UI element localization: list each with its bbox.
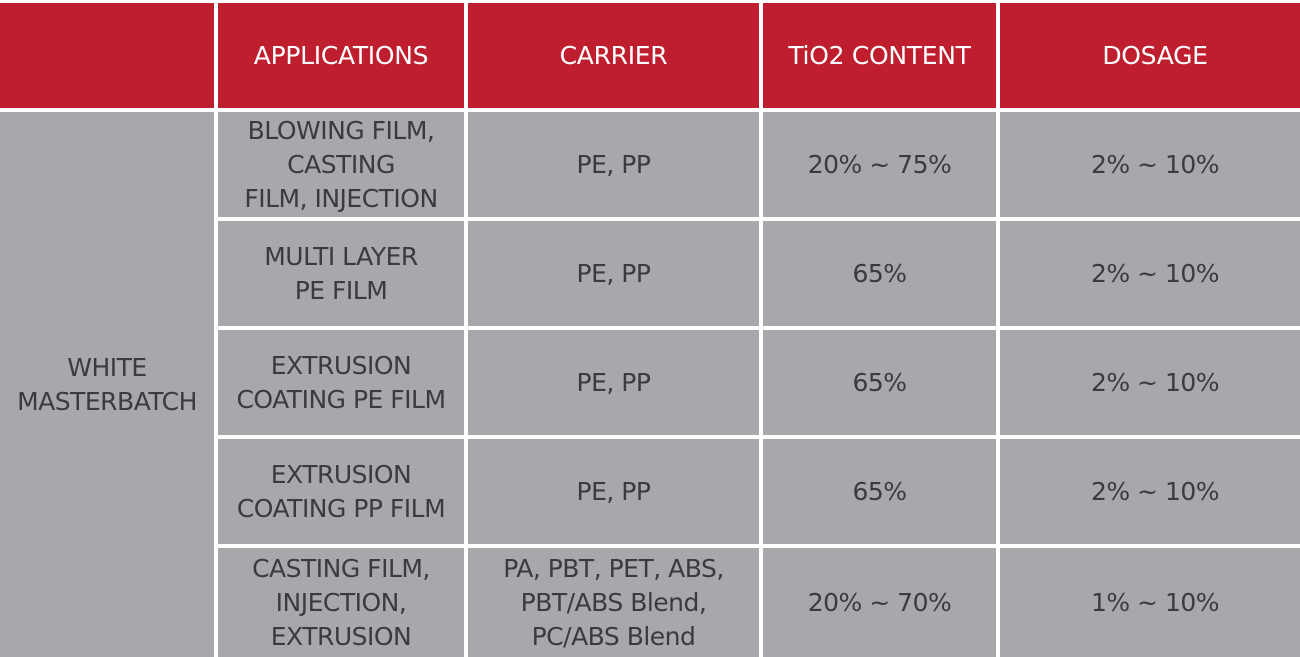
table-row-3-tio2: 65% xyxy=(763,330,996,435)
table-row-4-tio2: 65% xyxy=(763,439,996,544)
table-row-1-tio2: 20% ~ 75% xyxy=(763,112,996,217)
header-tio2-content: TiO2 CONTENT xyxy=(763,3,996,108)
header-dosage: DOSAGE xyxy=(1000,3,1300,108)
table-row-2-carrier: PE, PP xyxy=(468,221,759,326)
header-applications: APPLICATIONS xyxy=(218,3,464,108)
row-label-white-masterbatch: WHITE MASTERBATCH xyxy=(0,112,214,657)
header-corner-cell xyxy=(0,3,214,108)
table-row-1-application: BLOWING FILM, CASTING FILM, INJECTION xyxy=(218,112,464,217)
table-row-4-application: EXTRUSION COATING PP FILM xyxy=(218,439,464,544)
table-row-1-carrier: PE, PP xyxy=(468,112,759,217)
table-row-5-carrier: PA, PBT, PET, ABS, PBT/ABS Blend, PC/ABS… xyxy=(468,548,759,657)
table-row-5-dosage: 1% ~ 10% xyxy=(1000,548,1300,657)
table-row-4-dosage: 2% ~ 10% xyxy=(1000,439,1300,544)
table-row-3-carrier: PE, PP xyxy=(468,330,759,435)
table-row-1-dosage: 2% ~ 10% xyxy=(1000,112,1300,217)
table-row-5-tio2: 20% ~ 70% xyxy=(763,548,996,657)
table-row-3-application: EXTRUSION COATING PE FILM xyxy=(218,330,464,435)
table-row-5-application: CASTING FILM, INJECTION, EXTRUSION xyxy=(218,548,464,657)
table-row-2-dosage: 2% ~ 10% xyxy=(1000,221,1300,326)
table-row-2-tio2: 65% xyxy=(763,221,996,326)
header-carrier: CARRIER xyxy=(468,3,759,108)
table-row-4-carrier: PE, PP xyxy=(468,439,759,544)
table-row-3-dosage: 2% ~ 10% xyxy=(1000,330,1300,435)
table-row-2-application: MULTI LAYER PE FILM xyxy=(218,221,464,326)
